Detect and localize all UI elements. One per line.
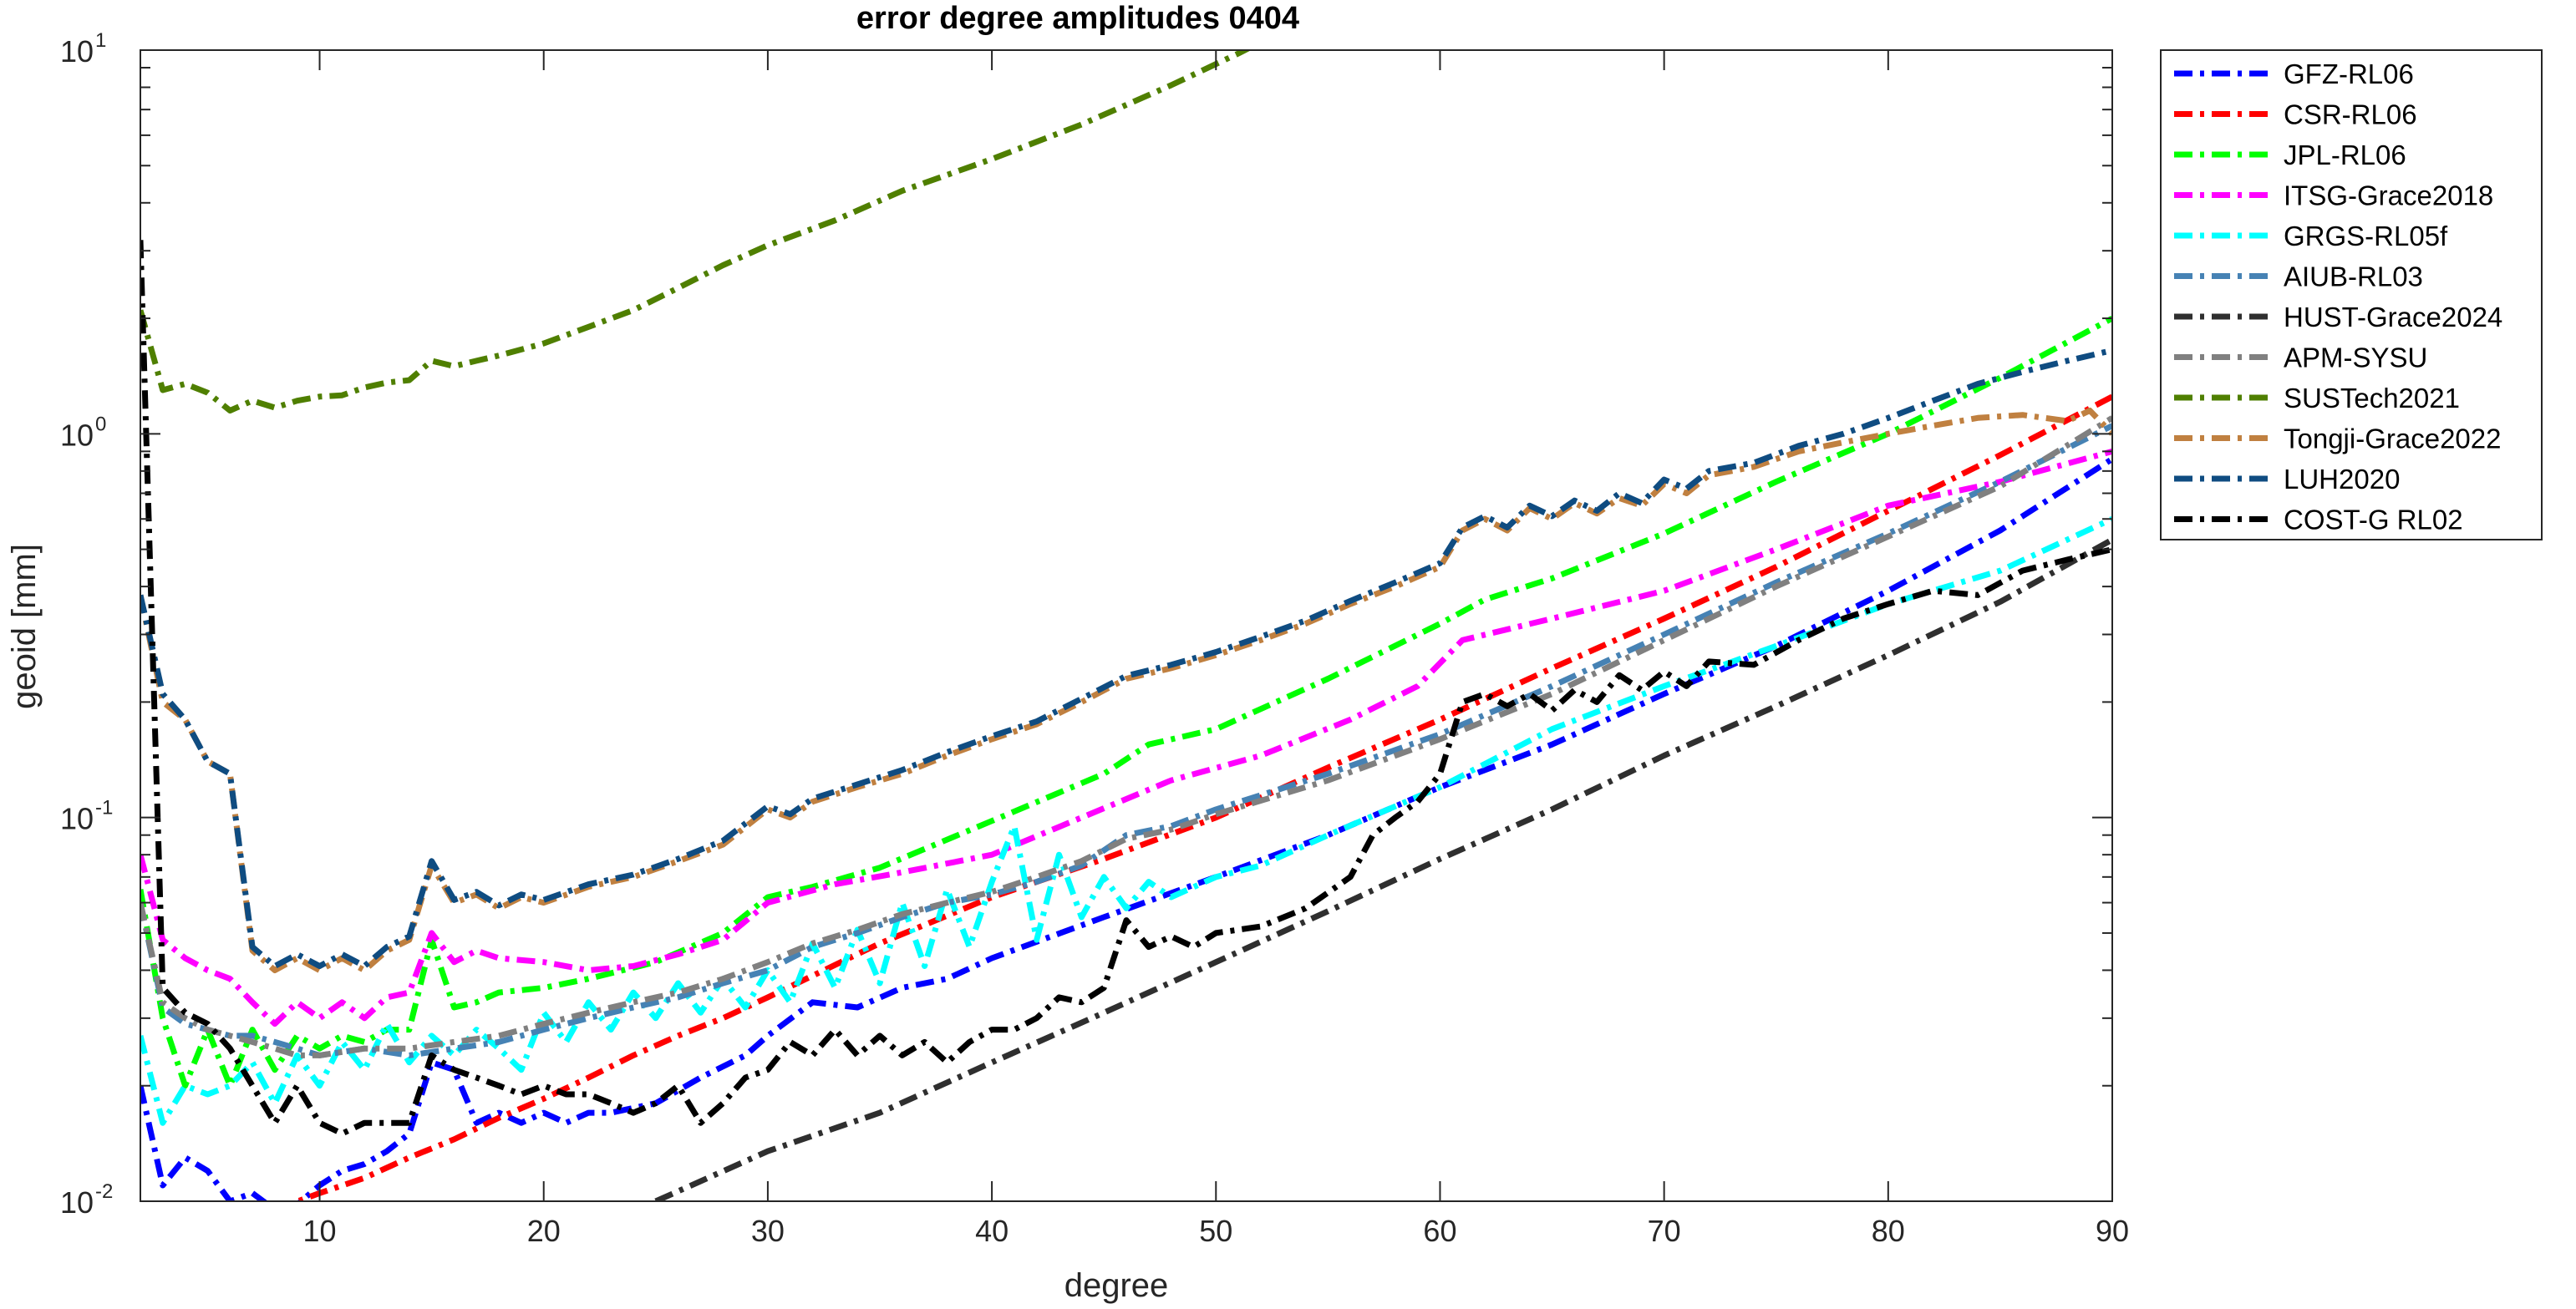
legend-label-2: JPL-RL06 — [2284, 140, 2406, 170]
legend-label-3: ITSG-Grace2018 — [2284, 180, 2493, 211]
legend: GFZ-RL06 CSR-RL06 JPL-RL06 ITSG-Grace2018 GR… — [2160, 49, 2543, 540]
legend-label-6: HUST-Grace2024 — [2284, 302, 2502, 332]
series-line-7 — [140, 415, 2112, 1058]
legend-label-9: Tongji-Grace2022 — [2284, 424, 2502, 454]
y-tick-exponent-2: 0 — [95, 413, 106, 435]
x-tick-label-7: 80 — [1872, 1214, 1905, 1248]
y-tick-exponent-1: -1 — [95, 797, 113, 819]
legend-label-1: CSR-RL06 — [2284, 99, 2417, 130]
x-tick-label-6: 70 — [1648, 1214, 1681, 1248]
series-line-0 — [140, 456, 2112, 1201]
series-line-9 — [140, 408, 2112, 973]
x-tick-label-2: 30 — [751, 1214, 785, 1248]
series-layer — [140, 50, 2112, 1201]
x-tick-label-4: 50 — [1199, 1214, 1232, 1248]
series-line-1 — [289, 393, 2112, 1201]
legend-box — [2160, 49, 2543, 540]
legend-label-5: AIUB-RL03 — [2284, 261, 2423, 292]
y-axis-label: geoid [mm] — [6, 544, 43, 709]
series-line-11 — [140, 240, 2112, 1137]
x-axis-label: degree — [1064, 1267, 1169, 1304]
y-tick-label-2: 10 — [60, 418, 94, 452]
series-line-8 — [140, 50, 1252, 414]
series-line-5 — [140, 423, 2112, 1058]
x-tick-label-5: 60 — [1423, 1214, 1456, 1248]
y-tick-label-0: 10 — [60, 1185, 94, 1220]
x-tick-label-3: 40 — [975, 1214, 1009, 1248]
x-tick-label-0: 10 — [303, 1214, 337, 1248]
y-tick-exponent-3: 1 — [95, 29, 106, 52]
legend-label-10: LUH2020 — [2284, 464, 2400, 495]
x-tick-label-8: 90 — [2096, 1214, 2129, 1248]
plot-area-frame — [140, 49, 2113, 1202]
series-line-3 — [140, 449, 2112, 1027]
legend-label-4: GRGS-RL05f — [2284, 221, 2448, 251]
legend-label-7: APM-SYSU — [2284, 342, 2427, 373]
y-tick-exponent-0: -2 — [95, 1180, 113, 1203]
series-line-2 — [140, 316, 2112, 1089]
legend-label-0: GFZ-RL06 — [2284, 58, 2414, 89]
x-tick-label-1: 20 — [527, 1214, 561, 1248]
y-tick-label-3: 10 — [60, 34, 94, 68]
legend-label-8: SUSTech2021 — [2284, 383, 2460, 414]
legend-label-11: COST-G RL02 — [2284, 505, 2463, 535]
series-line-10 — [140, 347, 2112, 969]
y-tick-label-1: 10 — [60, 802, 94, 836]
series-line-6 — [654, 536, 2112, 1201]
series-line-4 — [140, 516, 2112, 1126]
chart-title: error degree amplitudes 0404 — [856, 1, 1299, 36]
